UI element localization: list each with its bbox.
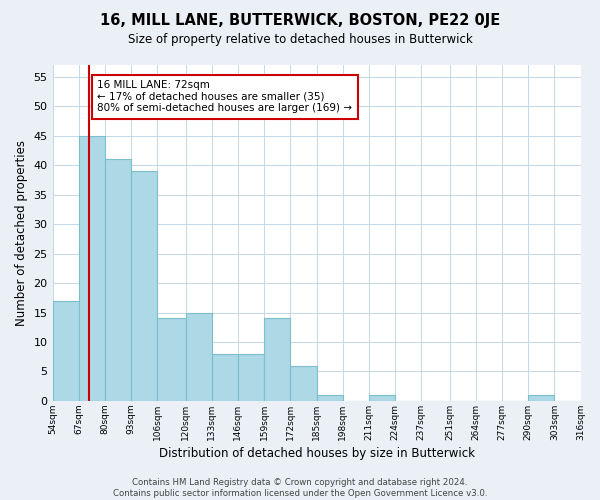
X-axis label: Distribution of detached houses by size in Butterwick: Distribution of detached houses by size … bbox=[158, 447, 475, 460]
Bar bbox=[53, 300, 79, 401]
Bar bbox=[369, 395, 395, 401]
Text: Contains HM Land Registry data © Crown copyright and database right 2024.
Contai: Contains HM Land Registry data © Crown c… bbox=[113, 478, 487, 498]
Bar bbox=[264, 318, 290, 401]
Bar bbox=[131, 171, 157, 401]
Y-axis label: Number of detached properties: Number of detached properties bbox=[15, 140, 28, 326]
Bar bbox=[105, 160, 131, 401]
Text: Size of property relative to detached houses in Butterwick: Size of property relative to detached ho… bbox=[128, 32, 472, 46]
Bar bbox=[157, 318, 185, 401]
Bar bbox=[185, 312, 212, 401]
Text: 16 MILL LANE: 72sqm
← 17% of detached houses are smaller (35)
80% of semi-detach: 16 MILL LANE: 72sqm ← 17% of detached ho… bbox=[97, 80, 352, 114]
Bar bbox=[238, 354, 264, 401]
Bar bbox=[212, 354, 238, 401]
Bar bbox=[317, 395, 343, 401]
Bar bbox=[79, 136, 105, 401]
Text: 16, MILL LANE, BUTTERWICK, BOSTON, PE22 0JE: 16, MILL LANE, BUTTERWICK, BOSTON, PE22 … bbox=[100, 12, 500, 28]
Bar bbox=[290, 366, 317, 401]
Bar bbox=[528, 395, 554, 401]
